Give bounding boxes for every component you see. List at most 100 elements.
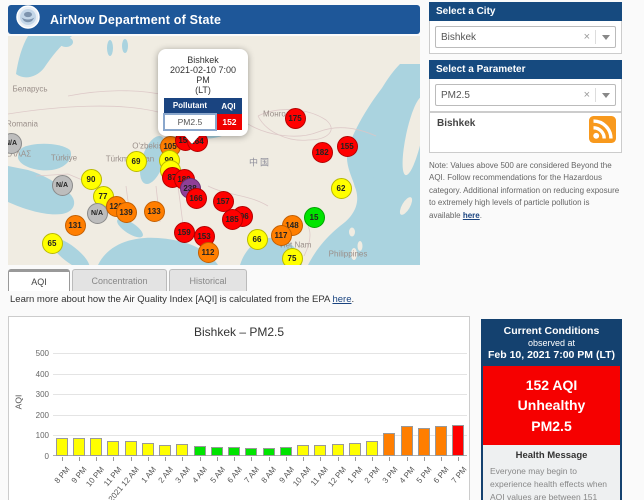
chart-bar[interactable] [400, 426, 413, 456]
chart-x-tick-label: 7 PM [449, 465, 469, 486]
aqi-marker[interactable]: 69 [125, 150, 147, 172]
map-country-label: Беларусь [12, 84, 48, 94]
rss-feed-icon[interactable] [589, 116, 616, 148]
chart-bar[interactable] [55, 438, 68, 456]
parameter-select[interactable]: PM2.5 × [435, 84, 616, 106]
chart-bar[interactable] [228, 446, 241, 456]
chart-bar[interactable] [107, 440, 120, 456]
map-country-label: O'zbekiston [132, 141, 174, 151]
chart-x-tick-label: 3 AM [173, 465, 193, 485]
chart-x-tick [285, 457, 287, 461]
chart-bar[interactable] [193, 446, 206, 456]
aqi-marker[interactable]: 157 [212, 190, 234, 212]
select-parameter-header: Select a Parameter [429, 60, 622, 79]
city-select-divider [595, 30, 596, 44]
aqi-marker[interactable]: 66 [246, 228, 268, 250]
chart-bar[interactable] [435, 425, 448, 456]
parameter-select-value: PM2.5 [441, 89, 470, 101]
current-conditions-panel: Current Conditions observed at Feb 10, 2… [481, 319, 622, 500]
chart-x-tick-label: 1 AM [139, 465, 158, 485]
chart-bar[interactable] [279, 446, 292, 456]
chart-bar[interactable] [159, 444, 172, 456]
city-clear-icon[interactable]: × [583, 31, 590, 43]
epa-here-link[interactable]: here [332, 294, 352, 305]
aqi-marker[interactable]: 182 [311, 141, 333, 163]
aqi-marker[interactable]: 90 [80, 168, 102, 190]
chart-x-tick [182, 457, 184, 461]
map-popup: Bishkek 2021-02-10 7:00 PM (LT) Pollutan… [158, 49, 248, 144]
chart-bar[interactable] [348, 442, 361, 456]
chart-x-tick [354, 457, 356, 461]
aqi-marker[interactable]: N/A [86, 202, 108, 224]
chart-bar[interactable] [90, 437, 103, 456]
aqi-pollutant: PM2.5 [531, 417, 572, 434]
chart-bar[interactable] [452, 424, 465, 456]
city-chevron-down-icon[interactable] [602, 34, 610, 40]
chart-x-tick-label: 6 PM [432, 465, 452, 486]
aqi-marker[interactable]: 159 [173, 221, 195, 243]
popup-table: Pollutant AQI PM2.5 152 [163, 98, 243, 131]
aqi-map[interactable]: БеларусьRomaniaΕΛΛΑΣTürkiyeO'zbekistonTü… [8, 36, 420, 265]
chart-bar[interactable] [314, 445, 327, 456]
aqi-marker[interactable]: 175 [284, 107, 306, 129]
aqi-marker[interactable]: N/A [8, 132, 22, 154]
chart-bar[interactable] [417, 427, 430, 456]
aqi-marker[interactable]: 185 [221, 208, 243, 230]
aqi-marker[interactable]: 65 [41, 232, 63, 254]
chart-bar[interactable] [331, 443, 344, 456]
parameter-chevron-down-icon[interactable] [602, 92, 610, 98]
tab-aqi[interactable]: AQI [8, 269, 70, 291]
popup-col-aqi: AQI [215, 98, 242, 114]
aqi-marker[interactable]: 139 [115, 201, 137, 223]
map-country-label: ΕΛΛΑΣ [8, 149, 32, 159]
chart-bar[interactable] [72, 438, 85, 456]
tab-bar: AQI Concentration Historical [8, 269, 247, 291]
chart-gridline [53, 414, 467, 416]
aqi-marker[interactable]: 75 [281, 247, 303, 265]
aqi-marker[interactable]: 155 [336, 135, 358, 157]
chart-x-tick-label: 7 AM [242, 465, 262, 485]
chart-bar[interactable] [262, 447, 275, 456]
conditions-subtitle: observed at [527, 338, 576, 348]
aqi-marker[interactable]: 166 [185, 187, 207, 209]
parameter-select-divider [595, 88, 596, 102]
chart-x-tick-label: 3 PM [380, 465, 400, 486]
chart-bar[interactable] [297, 445, 310, 456]
chart-x-tick [61, 457, 63, 461]
chart-x-tick [216, 457, 218, 461]
chart-bar[interactable] [176, 444, 189, 456]
aqi-marker[interactable]: 62 [330, 177, 352, 199]
tab-concentration[interactable]: Concentration [72, 269, 167, 291]
chart-bar[interactable] [245, 447, 258, 456]
feed-city-label: Bishkek [437, 118, 476, 129]
map-country-label: Türkiye [50, 153, 78, 163]
chart-bar[interactable] [366, 441, 379, 456]
popup-city: Bishkek [187, 55, 219, 65]
chart-x-tick [268, 457, 270, 461]
parameter-clear-icon[interactable]: × [583, 89, 590, 101]
aqi-marker[interactable]: 15 [303, 206, 325, 228]
chart-bar[interactable] [124, 440, 137, 456]
aqi-marker[interactable]: N/A [51, 174, 73, 196]
aqi-marker[interactable]: 133 [143, 200, 165, 222]
app-title: AirNow Department of State [50, 12, 222, 27]
popup-pollutant-value[interactable]: PM2.5 [163, 113, 217, 131]
aqi-marker[interactable]: 112 [197, 241, 219, 263]
note-here-link[interactable]: here [462, 210, 480, 220]
map-country-label: Монгол улс [262, 109, 306, 119]
aqi-status-badge: 152 AQI Unhealthy PM2.5 [483, 366, 620, 445]
city-select-value: Bishkek [441, 31, 477, 43]
chart-title: Bishkek – PM2.5 [193, 325, 285, 339]
aqi-marker[interactable]: 117 [270, 224, 292, 246]
chart-x-tick [251, 457, 253, 461]
chart-bar[interactable] [383, 432, 396, 456]
aqi-marker[interactable]: 131 [64, 214, 86, 236]
learn-more-prefix: Learn more about how the Air Quality Ind… [10, 294, 333, 305]
chart-x-tick [458, 457, 460, 461]
city-select[interactable]: Bishkek × [435, 26, 616, 48]
tab-historical[interactable]: Historical [169, 269, 247, 291]
chart-bar[interactable] [210, 446, 223, 456]
map-country-label: Philippines [328, 249, 368, 259]
chart-bar[interactable] [141, 442, 154, 456]
